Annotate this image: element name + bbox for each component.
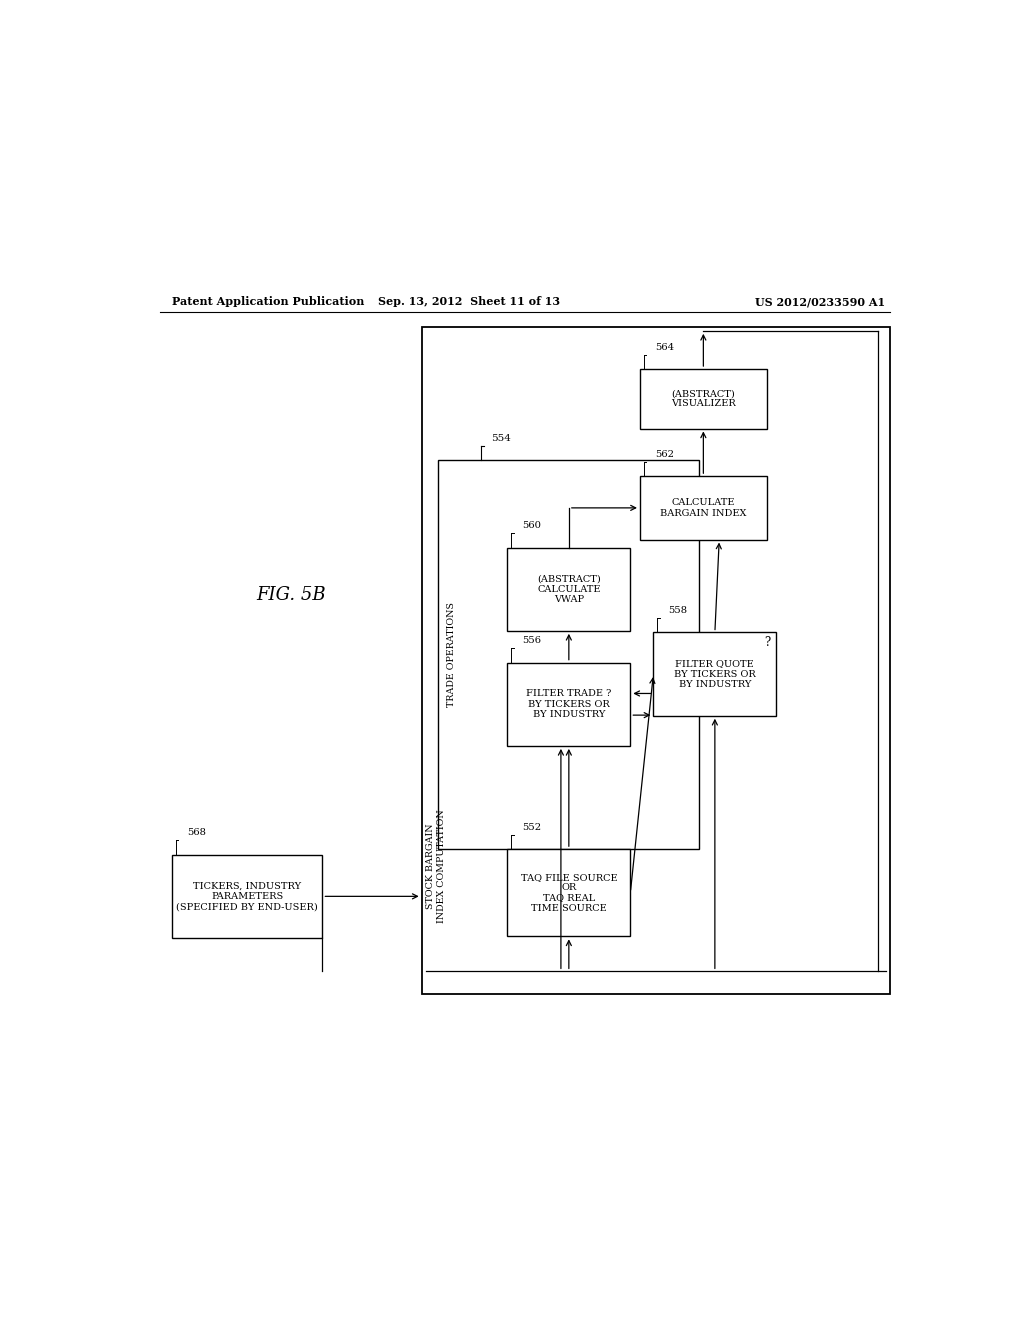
Bar xyxy=(172,854,323,939)
Text: 562: 562 xyxy=(655,450,674,458)
Text: (ABSTRACT)
VISUALIZER: (ABSTRACT) VISUALIZER xyxy=(671,389,735,408)
Text: Sep. 13, 2012  Sheet 11 of 13: Sep. 13, 2012 Sheet 11 of 13 xyxy=(378,296,560,308)
Text: US 2012/0233590 A1: US 2012/0233590 A1 xyxy=(755,296,885,308)
Text: 554: 554 xyxy=(490,434,511,442)
Text: ?: ? xyxy=(765,636,771,649)
Text: 552: 552 xyxy=(522,822,542,832)
Text: FIG. 5B: FIG. 5B xyxy=(256,586,326,605)
Bar xyxy=(507,663,631,746)
Bar xyxy=(507,849,631,936)
Bar xyxy=(507,548,631,631)
Text: FILTER TRADE ?
BY TICKERS OR
BY INDUSTRY: FILTER TRADE ? BY TICKERS OR BY INDUSTRY xyxy=(526,689,611,719)
Text: 564: 564 xyxy=(655,343,674,351)
Text: CALCULATE
BARGAIN INDEX: CALCULATE BARGAIN INDEX xyxy=(660,498,746,517)
Text: 568: 568 xyxy=(186,828,206,837)
Text: 560: 560 xyxy=(522,521,542,531)
Bar xyxy=(640,477,767,540)
Bar xyxy=(640,370,767,429)
Text: TICKERS, INDUSTRY
PARAMETERS
(SPECIFIED BY END-USER): TICKERS, INDUSTRY PARAMETERS (SPECIFIED … xyxy=(176,882,317,911)
Bar xyxy=(653,632,776,715)
Text: TAQ FILE SOURCE
OR
TAQ REAL
TIME SOURCE: TAQ FILE SOURCE OR TAQ REAL TIME SOURCE xyxy=(520,873,617,913)
Text: TRADE OPERATIONS: TRADE OPERATIONS xyxy=(447,602,457,708)
Text: 558: 558 xyxy=(669,606,687,615)
Text: (ABSTRACT)
CALCULATE
VWAP: (ABSTRACT) CALCULATE VWAP xyxy=(537,574,601,605)
Text: Patent Application Publication: Patent Application Publication xyxy=(172,296,364,308)
Bar xyxy=(437,461,699,849)
Text: STOCK BARGAIN
INDEX COMPUTATION: STOCK BARGAIN INDEX COMPUTATION xyxy=(426,809,445,924)
Text: FILTER QUOTE
BY TICKERS OR
BY INDUSTRY: FILTER QUOTE BY TICKERS OR BY INDUSTRY xyxy=(674,659,756,689)
Text: 556: 556 xyxy=(522,636,542,645)
Bar xyxy=(422,327,890,994)
